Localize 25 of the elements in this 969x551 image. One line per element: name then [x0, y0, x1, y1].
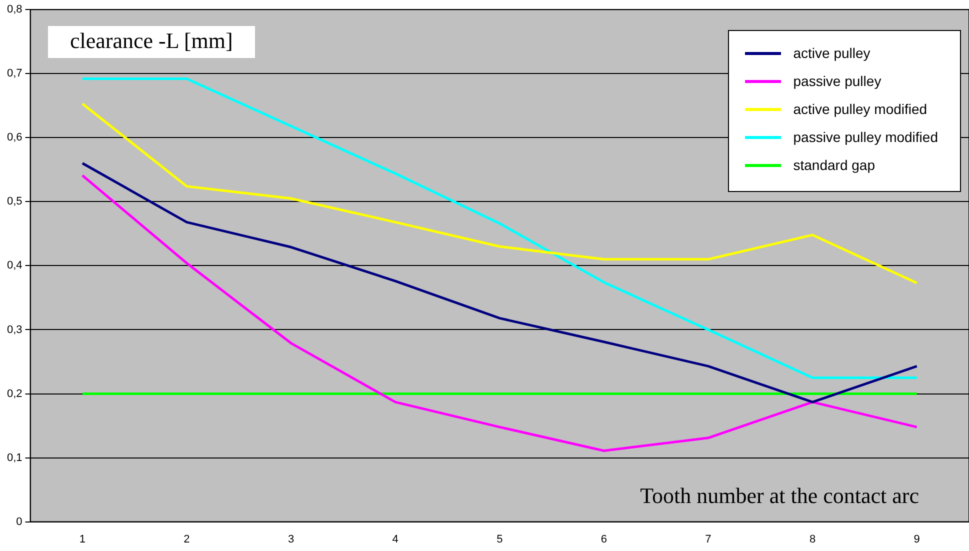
- x-tick-label: 2: [184, 533, 190, 546]
- y-tick-label: 0,3: [6, 324, 22, 336]
- x-tick-label: 8: [809, 533, 816, 546]
- legend-label: active pulley: [793, 45, 870, 61]
- y-tick-label: 0,7: [6, 68, 22, 80]
- y-tick-label: 0,8: [6, 4, 22, 16]
- x-tick-label: 1: [79, 533, 86, 546]
- y-tick-label: 0,4: [6, 260, 22, 272]
- legend-label: passive pulley modified: [793, 129, 938, 145]
- x-tick-label: 7: [705, 533, 712, 546]
- y-tick-label: 0,5: [6, 196, 22, 208]
- y-tick-label: 0,2: [6, 388, 22, 400]
- legend-label: standard gap: [793, 157, 875, 173]
- legend-label: active pulley modified: [793, 101, 928, 117]
- x-tick-label: 6: [600, 533, 608, 546]
- x-tick-label: 9: [914, 533, 920, 546]
- y-tick-label: 0,6: [6, 132, 22, 144]
- text: clearance -L [mm]: [48, 26, 255, 58]
- y-tick-label: 0,1: [6, 452, 22, 464]
- legend-label: passive pulley: [793, 73, 882, 89]
- x-tick-label: 3: [288, 533, 294, 546]
- x-axis-title: Tooth number at the contact arc: [640, 483, 919, 509]
- x-tick-label: 5: [496, 533, 503, 546]
- x-tick-label: 4: [392, 533, 398, 546]
- y-tick-label: 0: [16, 516, 22, 528]
